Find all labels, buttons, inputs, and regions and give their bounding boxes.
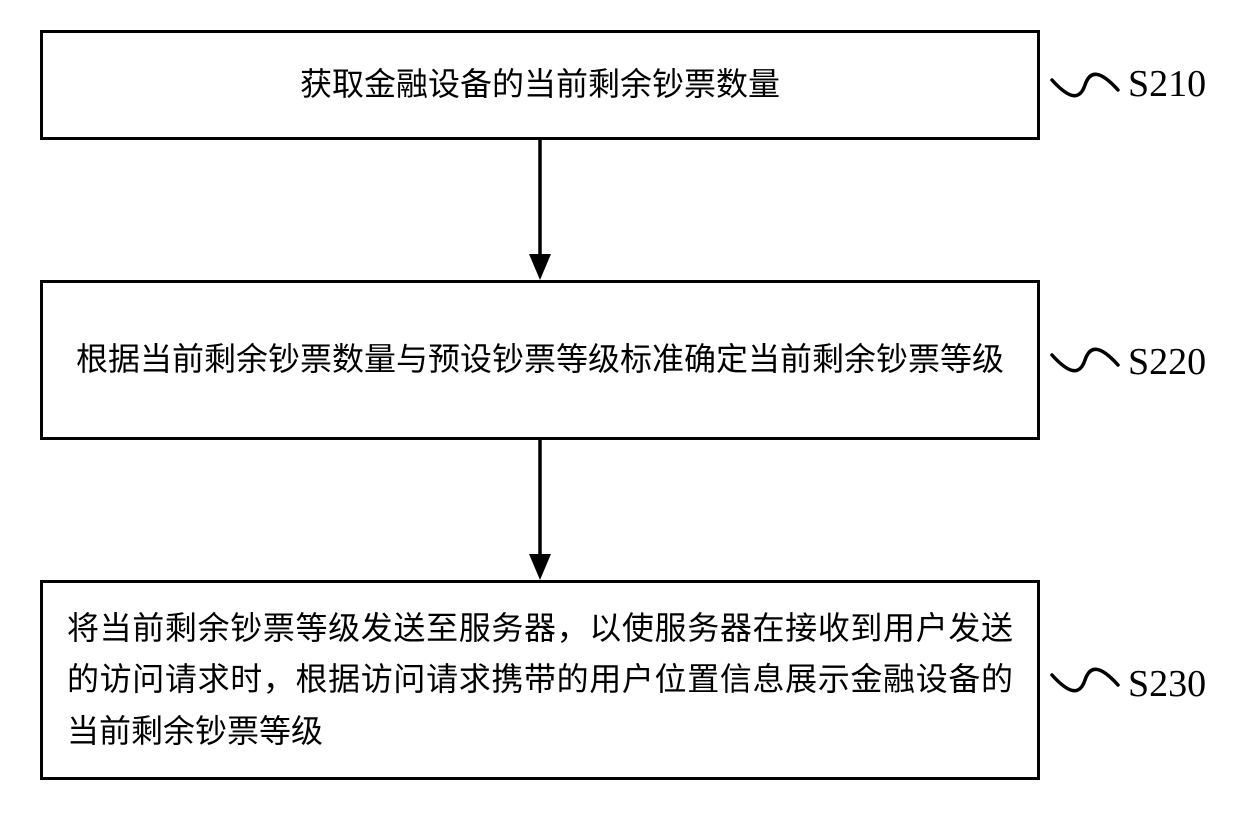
arrow-s210-s220 bbox=[520, 140, 560, 280]
flowchart-node-s220: 根据当前剩余钞票数量与预设钞票等级标准确定当前剩余钞票等级 bbox=[40, 280, 1040, 440]
arrow-s220-s230 bbox=[520, 440, 560, 580]
connector-tilde-s210 bbox=[1050, 65, 1120, 105]
node-s220-label: S220 bbox=[1128, 340, 1206, 384]
flowchart-node-s210: 获取金融设备的当前剩余钞票数量 bbox=[40, 30, 1040, 140]
node-s210-label: S210 bbox=[1128, 62, 1206, 106]
node-s220-text: 根据当前剩余钞票数量与预设钞票等级标准确定当前剩余钞票等级 bbox=[76, 334, 1004, 385]
node-s230-text: 将当前剩余钞票等级发送至服务器，以使服务器在接收到用户发送的访问请求时，根据访问… bbox=[67, 603, 1013, 757]
flowchart-canvas: 获取金融设备的当前剩余钞票数量 S210 根据当前剩余钞票数量与预设钞票等级标准… bbox=[0, 0, 1240, 814]
node-s230-label: S230 bbox=[1128, 662, 1206, 706]
flowchart-node-s230: 将当前剩余钞票等级发送至服务器，以使服务器在接收到用户发送的访问请求时，根据访问… bbox=[40, 580, 1040, 780]
node-s210-text: 获取金融设备的当前剩余钞票数量 bbox=[300, 59, 780, 110]
connector-tilde-s220 bbox=[1050, 340, 1120, 380]
connector-tilde-s230 bbox=[1050, 660, 1120, 700]
